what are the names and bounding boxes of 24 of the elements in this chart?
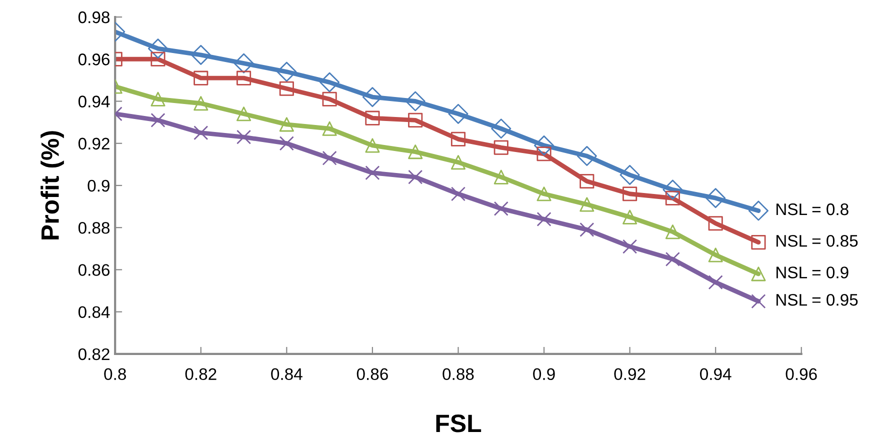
y-tick-label: 0.84 [78,306,110,318]
series-label: NSL = 0.8 [776,203,848,216]
y-tick-label: 0.82 [78,348,110,360]
x-tick-label: 0.96 [786,368,817,380]
x-tick-label: 0.86 [356,368,388,380]
y-tick-label: 0.94 [78,96,110,108]
series-label: NSL = 0.85 [776,234,858,247]
x-axis-title: FSL [436,414,482,432]
x-tick-label: 0.9 [533,368,555,380]
series-label: NSL = 0.9 [776,266,848,278]
x-tick-label: 0.94 [700,368,732,380]
y-axis-title: Profit (%) [40,131,64,240]
y-tick-label: 0.98 [78,11,110,24]
y-tick-label: 0.88 [78,222,110,234]
x-tick-label: 0.92 [614,368,646,380]
y-tick-label: 0.92 [78,138,110,150]
x-tick-label: 0.82 [185,368,216,380]
series-label: NSL = 0.95 [776,294,858,306]
y-tick-label: 0.9 [88,180,110,192]
y-tick-label: 0.86 [78,264,110,276]
x-tick-label: 0.8 [104,368,126,380]
y-tick-label: 0.96 [78,54,110,66]
x-tick-label: 0.84 [271,368,302,380]
x-tick-label: 0.88 [442,368,474,380]
